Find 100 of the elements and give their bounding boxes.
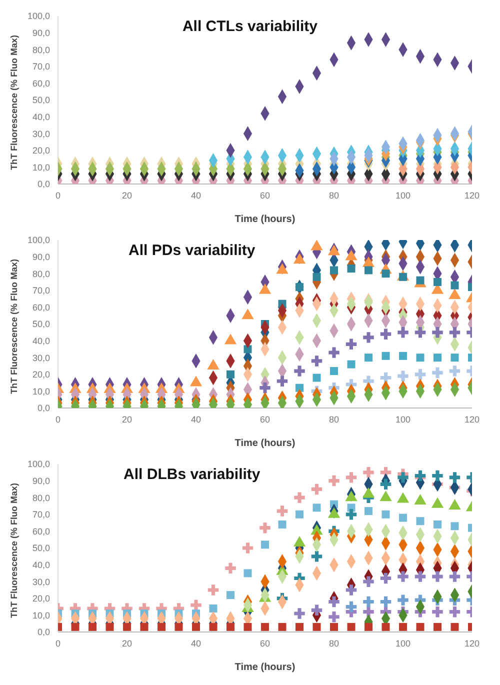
point: [346, 509, 357, 520]
point: [432, 327, 443, 338]
point: [209, 622, 218, 631]
y-tick-label: 50,0: [32, 95, 50, 106]
point: [432, 606, 443, 618]
chart-title: All DLBs variability: [124, 466, 260, 483]
y-tick-label: 0,0: [37, 403, 50, 414]
point: [449, 472, 460, 483]
x-tick-label: 0: [55, 638, 61, 648]
point: [398, 472, 408, 483]
point: [414, 369, 426, 380]
point: [311, 551, 322, 562]
x-tick-label: 20: [122, 638, 132, 648]
x-tick-label: 80: [328, 638, 340, 648]
point: [190, 600, 202, 610]
y-tick-label: 80,0: [32, 44, 50, 55]
point: [449, 571, 460, 582]
x-tick-label: 120: [464, 414, 480, 424]
point: [380, 572, 392, 584]
y-tick-label: 40,0: [32, 560, 50, 570]
x-axis-title: Time (hours): [234, 662, 296, 673]
point: [244, 622, 252, 631]
point: [328, 612, 340, 622]
point: [276, 376, 288, 386]
point: [363, 606, 374, 618]
x-tick-label: 0: [55, 190, 61, 200]
y-tick-label: 70,0: [32, 286, 50, 296]
x-tick-label: 120: [464, 638, 480, 648]
point: [380, 328, 392, 340]
point: [346, 472, 357, 483]
point: [261, 540, 269, 549]
y-tick-label: 90,0: [32, 28, 50, 38]
point: [312, 272, 321, 281]
point: [364, 266, 372, 274]
y-tick-label: 20,0: [32, 146, 50, 156]
point: [261, 622, 269, 631]
point: [380, 478, 392, 490]
point: [432, 470, 443, 482]
y-tick-label: 40,0: [32, 336, 50, 346]
x-axis-title: Time (hours): [234, 438, 296, 449]
point: [364, 354, 372, 362]
point: [278, 622, 286, 631]
point: [363, 467, 374, 478]
point: [416, 276, 424, 284]
point: [449, 327, 460, 338]
y-tick-label: 60,0: [32, 526, 50, 536]
point: [363, 596, 374, 608]
point: [398, 571, 408, 582]
x-tick-label: 60: [260, 414, 270, 424]
point: [364, 507, 372, 516]
point: [347, 360, 356, 368]
point: [382, 510, 390, 518]
point: [449, 606, 460, 618]
point: [380, 372, 392, 384]
x-tick-label: 60: [260, 190, 270, 200]
point: [363, 332, 374, 343]
x-tick-label: 20: [122, 190, 132, 200]
point: [450, 281, 459, 290]
x-tick-label: 20: [122, 414, 132, 424]
point: [106, 622, 114, 631]
point: [260, 382, 270, 394]
point: [432, 367, 443, 378]
y-tick-label: 10,0: [32, 162, 50, 172]
y-tick-label: 50,0: [32, 319, 50, 330]
point: [434, 354, 442, 362]
y-tick-label: 0,0: [37, 179, 50, 190]
point: [278, 520, 286, 528]
y-tick-label: 80,0: [32, 492, 50, 503]
point: [312, 622, 321, 631]
point: [450, 622, 459, 631]
point: [450, 522, 459, 530]
point: [380, 596, 392, 608]
y-tick-label: 30,0: [32, 352, 50, 363]
y-tick-label: 60,0: [32, 302, 50, 312]
point: [225, 562, 236, 574]
point: [209, 604, 218, 612]
point: [276, 506, 288, 516]
y-axis-title: ThT Fluorescence (% Fluo Max): [9, 34, 20, 170]
x-tick-label: 100: [395, 190, 411, 200]
point: [398, 594, 408, 606]
x-tick-label: 80: [328, 190, 340, 200]
point: [382, 352, 390, 360]
point: [226, 370, 234, 378]
y-tick-label: 20,0: [32, 594, 50, 604]
chart-title: All CTLs variability: [182, 18, 318, 35]
y-tick-label: 60,0: [32, 78, 50, 88]
point: [346, 338, 357, 350]
point: [71, 622, 80, 631]
point: [312, 374, 321, 382]
point: [382, 270, 390, 278]
y-tick-label: 90,0: [32, 476, 50, 486]
point: [242, 542, 254, 554]
point: [260, 522, 270, 534]
y-tick-label: 100,0: [27, 11, 50, 22]
y-tick-label: 0,0: [37, 627, 50, 638]
y-axis-title: ThT Fluorescence (% Fluo Max): [9, 258, 20, 394]
point: [328, 347, 340, 358]
y-tick-label: 40,0: [32, 112, 50, 122]
y-tick-label: 10,0: [32, 386, 50, 396]
point: [363, 576, 374, 587]
